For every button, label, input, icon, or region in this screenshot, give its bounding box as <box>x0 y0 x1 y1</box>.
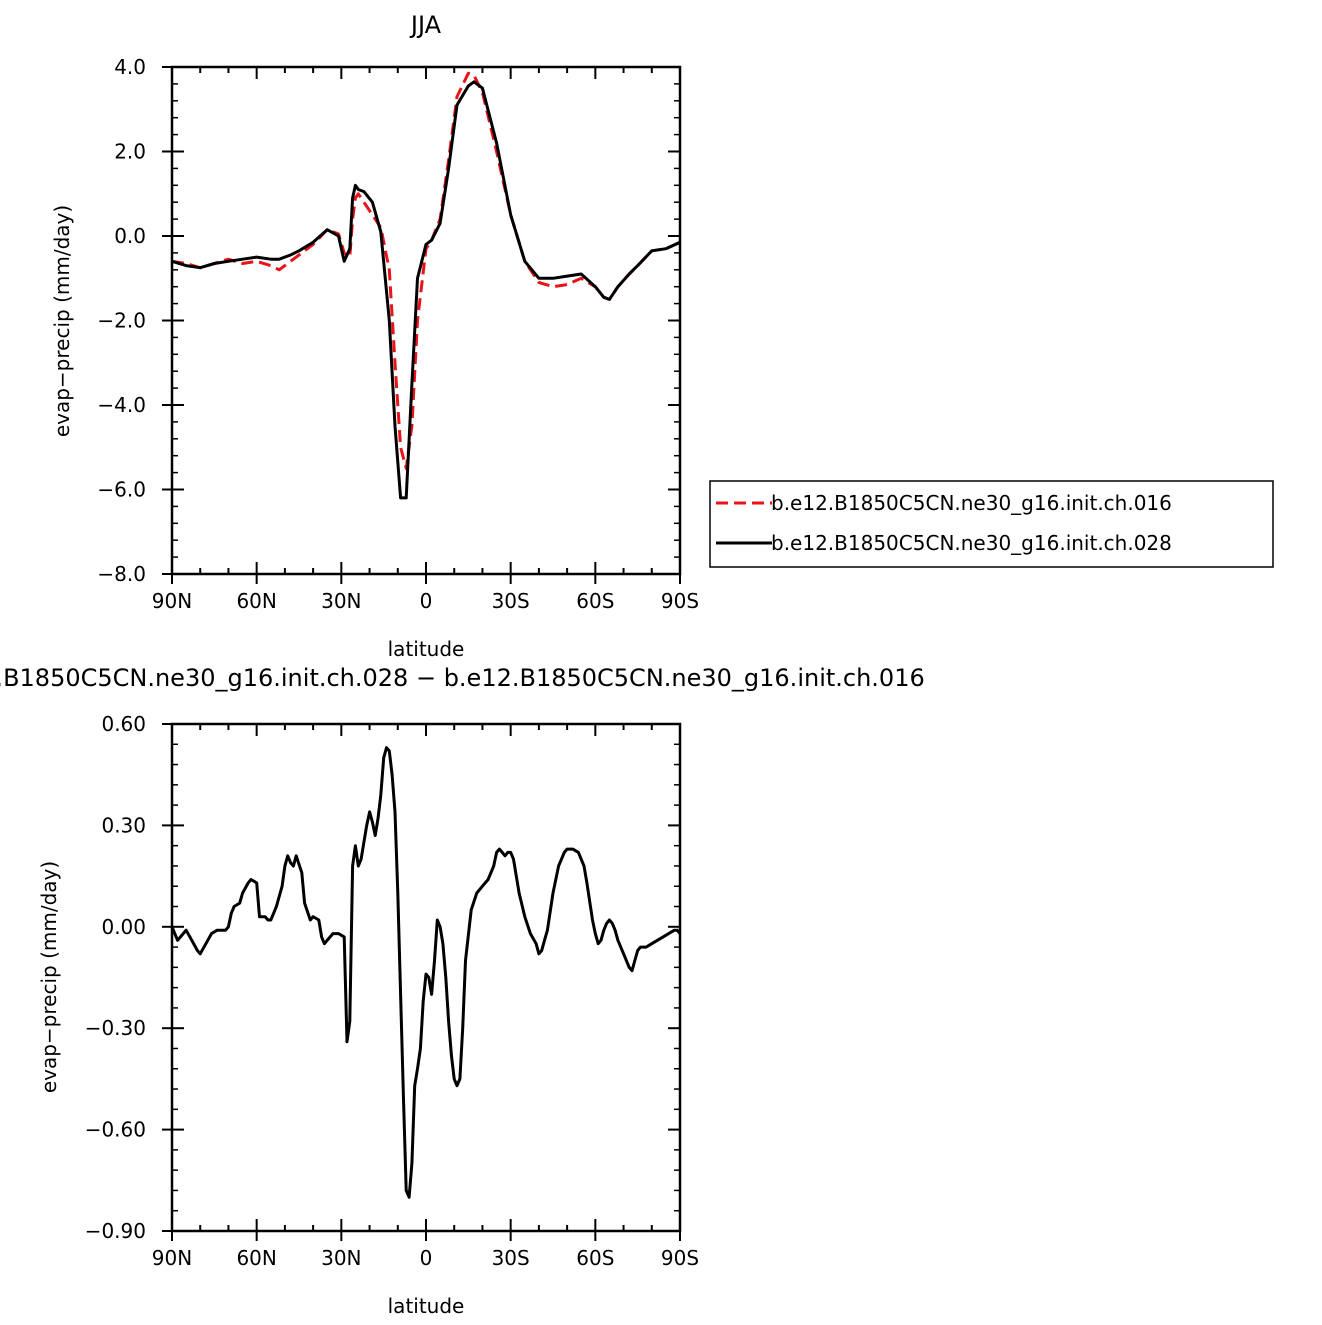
top-y-tick-label: −8.0 <box>97 562 146 586</box>
top-y-tick-label: −4.0 <box>97 393 146 417</box>
bottom-x-tick-label: 60N <box>236 1246 276 1270</box>
top-series-line-0 <box>172 71 680 470</box>
bottom-panel-plot-area: 90N 60N 30N 0 30S 60S 90S −0.90 −0.60 −0.30 0.00 0.… <box>85 712 699 1270</box>
top-y-tick-label: −6.0 <box>97 478 146 502</box>
top-series-line-1 <box>172 80 680 500</box>
top-x-tick-label: 90S <box>661 589 699 613</box>
top-y-tick-label: 0.0 <box>114 224 146 248</box>
bottom-x-tick-label: 60S <box>576 1246 614 1270</box>
bottom-x-tick-label: 0 <box>420 1246 433 1270</box>
top-x-tick-label: 60N <box>236 589 276 613</box>
top-panel-y-axis-label: evap−precip (mm/day) <box>50 205 74 437</box>
bottom-y-tick-label: −0.90 <box>85 1219 146 1243</box>
top-panel-plot-area: 90N 60N 30N 0 30S 60S 90S −8.0 −6.0 −4.0 −2.0 0.0 2.… <box>97 55 699 613</box>
bottom-series-line-0 <box>172 746 680 1199</box>
top-y-tick-label: 2.0 <box>114 140 146 164</box>
top-panel-title: JJA <box>409 11 442 39</box>
top-panel: JJA 90N 60N 30N 0 30S 60S 90S −8.0 −6.0 −4.0 −2.0 0… <box>50 11 1274 661</box>
bottom-x-tick-label: 90S <box>661 1246 699 1270</box>
top-x-tick-label: 60S <box>576 589 614 613</box>
bottom-y-tick-label: 0.60 <box>101 712 146 736</box>
bottom-y-tick-label: 0.00 <box>101 915 146 939</box>
bottom-x-tick-label: 30S <box>492 1246 530 1270</box>
bottom-panel-y-axis-label: evap−precip (mm/day) <box>37 861 61 1093</box>
bottom-y-tick-label: 0.30 <box>101 813 146 837</box>
bottom-x-tick-label: 90N <box>152 1246 192 1270</box>
top-x-tick-label: 90N <box>152 589 192 613</box>
top-x-tick-label: 30N <box>321 589 361 613</box>
top-y-tick-label: 4.0 <box>114 55 146 79</box>
bottom-x-tick-label: 30N <box>321 1246 361 1270</box>
bottom-panel: b.e12.B1850C5CN.ne30_g16.init.ch.028 − b… <box>0 664 925 1318</box>
bottom-panel-title: b.e12.B1850C5CN.ne30_g16.init.ch.028 − b… <box>0 664 925 692</box>
legend-label-028: b.e12.B1850C5CN.ne30_g16.init.ch.028 <box>771 531 1172 555</box>
bottom-y-tick-label: −0.30 <box>85 1016 146 1040</box>
top-panel-legend: b.e12.B1850C5CN.ne30_g16.init.ch.016 b.e… <box>709 480 1274 568</box>
top-panel-x-axis-label: latitude <box>388 637 465 661</box>
legend-label-016: b.e12.B1850C5CN.ne30_g16.init.ch.016 <box>771 491 1172 515</box>
top-plot-frame <box>170 65 682 576</box>
bottom-y-tick-label: −0.60 <box>85 1118 146 1142</box>
bottom-panel-x-axis-label: latitude <box>388 1294 465 1318</box>
top-x-tick-label: 0 <box>420 589 433 613</box>
legend-box <box>709 480 1274 568</box>
top-y-tick-label: −2.0 <box>97 309 146 333</box>
top-x-tick-label: 30S <box>492 589 530 613</box>
